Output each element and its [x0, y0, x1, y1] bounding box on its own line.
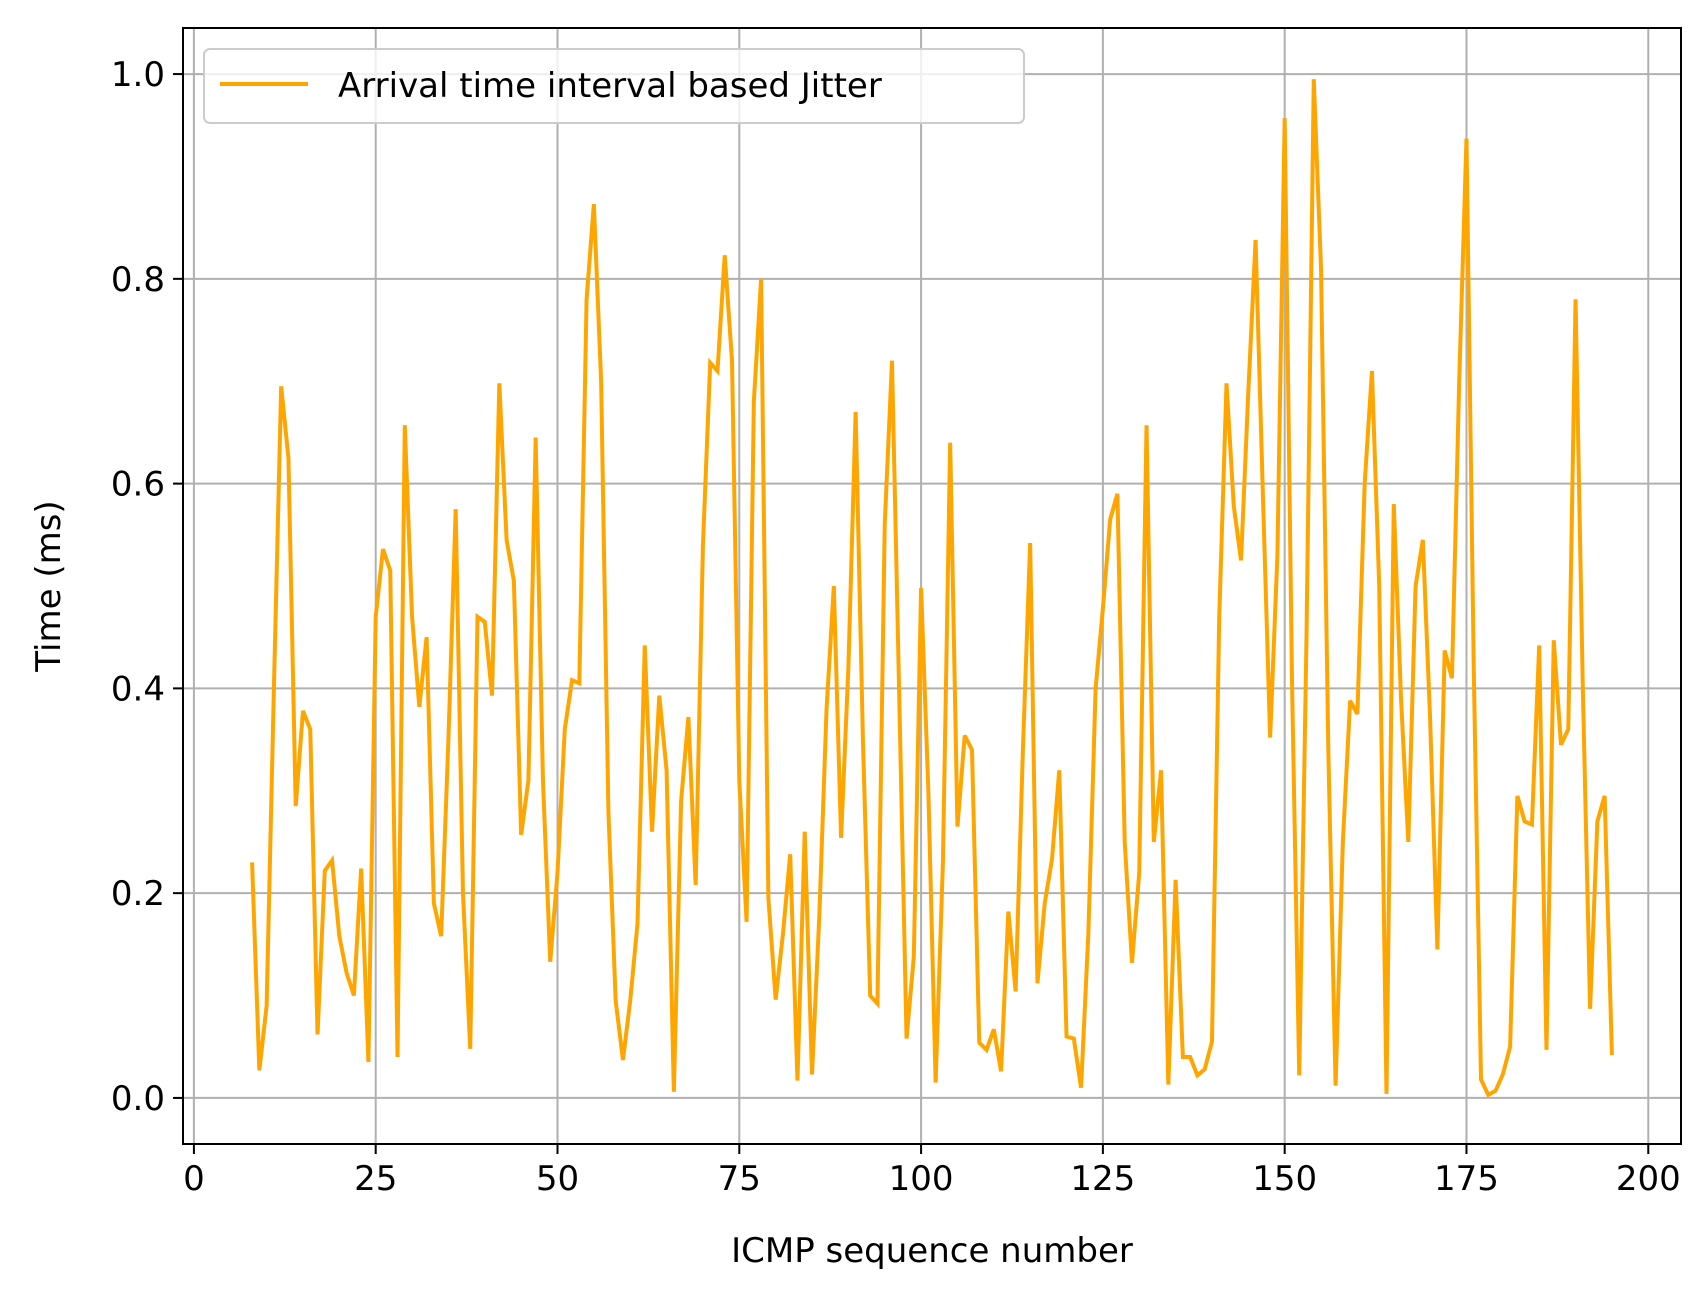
x-tick-label: 150 [1252, 1159, 1317, 1199]
x-axis-ticks: 0 25 50 75 100 125 150 175 200 [183, 1144, 1681, 1199]
x-tick-label: 50 [536, 1159, 579, 1199]
legend-entry-label: Arrival time interval based Jitter [338, 66, 882, 106]
y-tick-label: 0.0 [111, 1079, 165, 1119]
y-tick-label: 0.6 [111, 465, 165, 505]
legend: Arrival time interval based Jitter [203, 48, 1025, 124]
series-lines [250, 79, 1614, 1098]
y-tick-label: 0.4 [111, 669, 165, 709]
y-tick-label: 0.2 [111, 874, 165, 914]
x-tick-label: 200 [1616, 1159, 1681, 1199]
y-tick-label: 0.8 [111, 260, 165, 300]
legend-box [203, 48, 1025, 124]
y-axis-label: Time (ms) [29, 500, 69, 672]
x-tick-label: 100 [889, 1159, 954, 1199]
x-tick-label: 0 [183, 1159, 205, 1199]
x-tick-label: 125 [1070, 1159, 1135, 1199]
x-tick-label: 75 [718, 1159, 761, 1199]
y-axis-ticks: 0.0 0.2 0.4 0.6 0.8 1.0 [111, 55, 183, 1119]
y-tick-label: 1.0 [111, 55, 165, 95]
x-tick-label: 25 [354, 1159, 397, 1199]
series-line [250, 79, 1614, 1098]
plot-frame [182, 27, 1682, 1145]
x-tick-label: 175 [1434, 1159, 1499, 1199]
x-axis-label: ICMP sequence number [731, 1231, 1133, 1271]
